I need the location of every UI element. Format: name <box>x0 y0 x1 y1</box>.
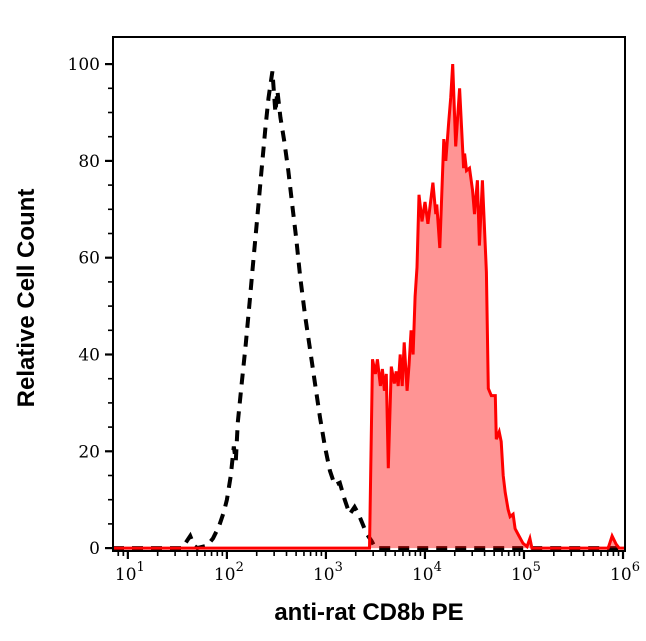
x-tick-label: 104 <box>412 560 442 585</box>
x-tick-label: 103 <box>313 560 343 585</box>
y-axis-title: Relative Cell Count <box>13 188 40 408</box>
x-axis-title: anti-rat CD8b PE <box>274 599 464 626</box>
x-tick-label: 102 <box>214 560 244 585</box>
y-tick-label: 100 <box>68 55 100 75</box>
x-tick-label: 106 <box>610 560 640 585</box>
y-tick-label: 40 <box>78 345 100 365</box>
x-axis-ticks: 101 102 103 104 105 106 <box>115 551 640 585</box>
plot-frame <box>112 36 626 552</box>
y-tick-label: 60 <box>78 249 100 269</box>
series-layer <box>113 64 625 551</box>
y-tick-label: 0 <box>89 539 100 559</box>
y-tick-label: 80 <box>78 152 100 172</box>
dashed-control-curve <box>113 71 625 551</box>
red-stained-curve <box>113 64 625 550</box>
x-tick-label: 101 <box>115 560 145 585</box>
y-tick-label: 20 <box>78 442 100 462</box>
y-axis-ticks: 0 20 40 60 80 100 <box>68 55 113 559</box>
x-tick-label: 105 <box>511 560 541 585</box>
red-curve-fill <box>113 64 625 549</box>
